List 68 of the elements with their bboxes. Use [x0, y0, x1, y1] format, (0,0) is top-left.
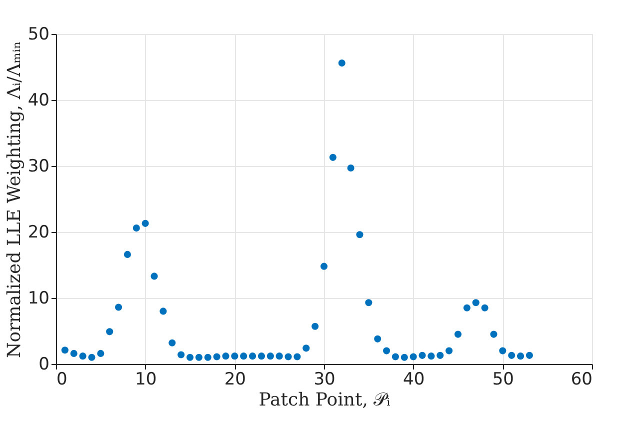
point [79, 352, 86, 360]
x-tick-label: 20 [224, 370, 246, 390]
y-tick-label: 50 [28, 24, 50, 44]
point [490, 330, 498, 338]
point [88, 354, 96, 361]
point [142, 220, 149, 227]
point [132, 224, 140, 232]
point [168, 339, 176, 346]
point [436, 352, 444, 359]
point [472, 299, 480, 306]
point [302, 344, 310, 352]
point [463, 304, 470, 312]
point [231, 352, 238, 360]
point [178, 351, 185, 358]
y-axis-title: Normalized LLE Weighting, Λᵢ/Λₘᵢₙ [4, 41, 25, 358]
y-tick-label: 40 [28, 90, 50, 110]
point [258, 352, 266, 360]
point [61, 346, 68, 354]
y-tick-label: 30 [28, 156, 50, 176]
point [446, 347, 453, 354]
point [392, 353, 400, 360]
x-tick-label: 40 [403, 370, 425, 390]
point [410, 353, 417, 360]
y-tick-label: 20 [28, 222, 50, 242]
point [400, 354, 408, 361]
point [195, 354, 202, 361]
point [124, 250, 132, 258]
point [222, 352, 230, 360]
x-tick-label: 0 [56, 370, 68, 390]
point [186, 354, 194, 361]
x-axis-title: Patch Point, 𝒫ᵢ [258, 390, 391, 410]
point [356, 231, 364, 238]
point [454, 330, 462, 338]
point [160, 308, 167, 315]
y-tick-label: 10 [28, 288, 50, 308]
point [428, 352, 435, 360]
point [240, 352, 248, 360]
point [481, 304, 488, 312]
point [248, 352, 256, 360]
point [382, 347, 390, 354]
point [312, 322, 319, 330]
x-tick-label: 50 [492, 370, 514, 390]
point [516, 352, 524, 360]
point [204, 354, 212, 361]
point [320, 262, 328, 270]
point [294, 353, 301, 360]
point [365, 299, 372, 306]
point [329, 154, 336, 161]
point [97, 350, 104, 357]
y-tick-label: 0 [38, 354, 50, 374]
point [338, 60, 346, 67]
point [114, 304, 122, 311]
point [526, 352, 534, 359]
point [150, 272, 158, 280]
point [347, 164, 354, 172]
point [276, 352, 283, 360]
point [499, 347, 506, 354]
x-tick-label: 30 [314, 370, 336, 390]
x-tick-label: 60 [570, 370, 592, 390]
point [284, 353, 292, 360]
point [508, 352, 516, 359]
x-tick-label: 10 [135, 370, 157, 390]
point [374, 335, 382, 342]
point [106, 328, 114, 336]
point [418, 352, 426, 359]
point [70, 350, 78, 357]
point [266, 352, 274, 360]
point [213, 353, 220, 360]
